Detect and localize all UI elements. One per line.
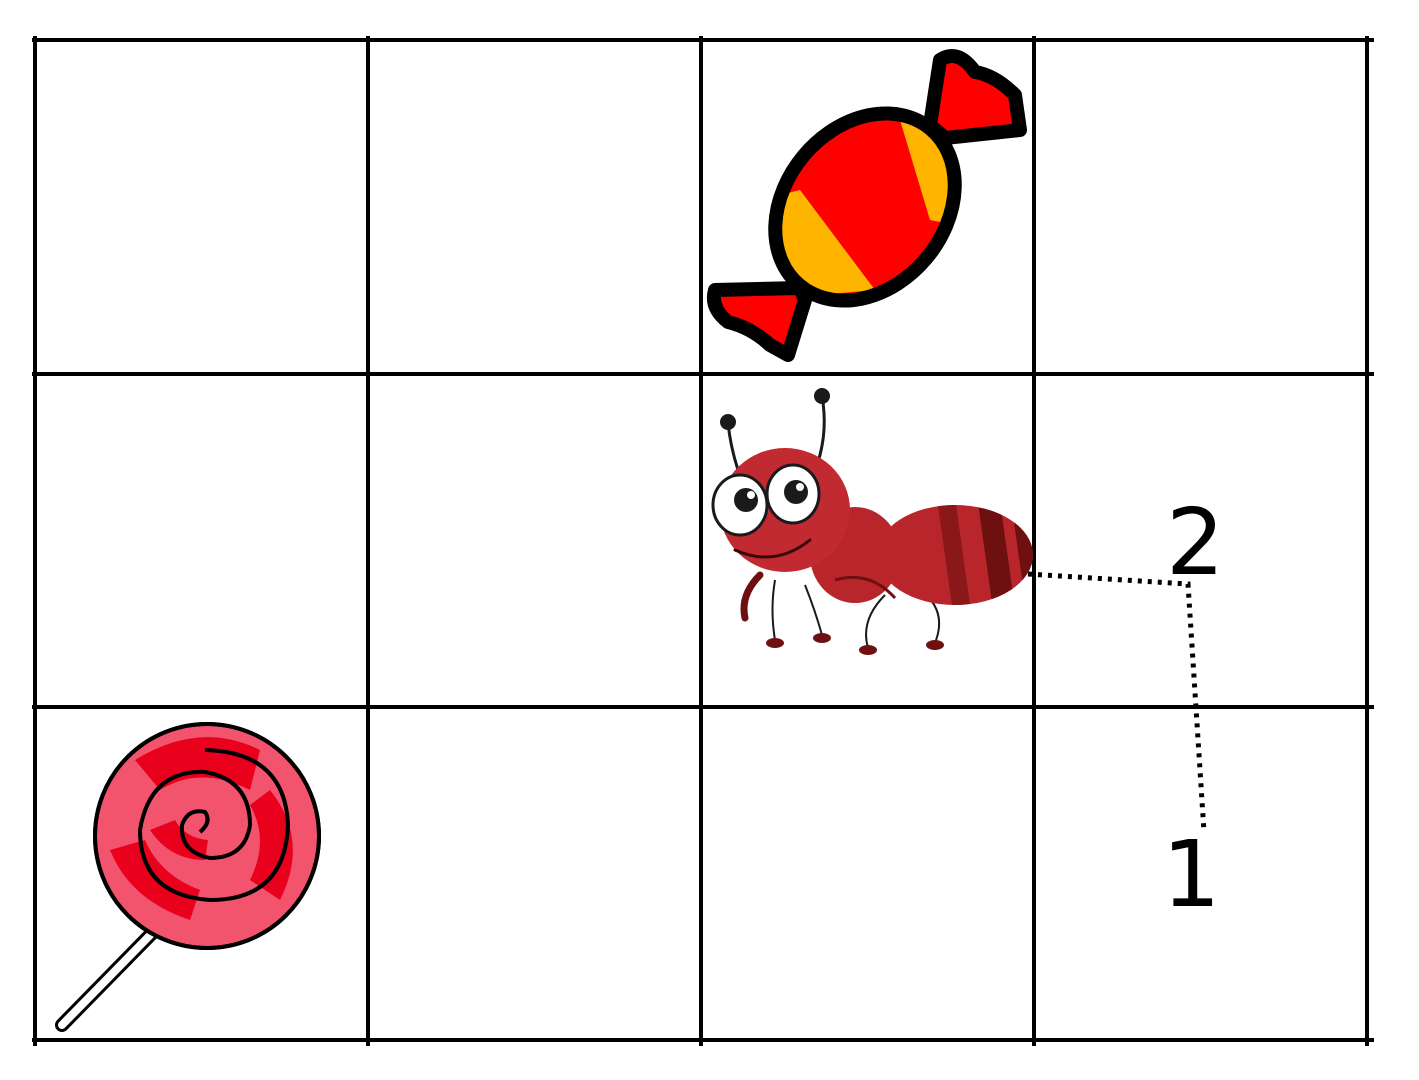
dotted-path <box>1027 571 1207 833</box>
lollipop-icon <box>55 722 321 1032</box>
path-label-2: 2 <box>1166 489 1225 596</box>
ant-icon <box>711 388 1033 655</box>
path-label-1: 1 <box>1162 821 1221 928</box>
wrapped-candy-icon <box>706 49 1027 362</box>
grid-lines <box>32 36 1374 1046</box>
